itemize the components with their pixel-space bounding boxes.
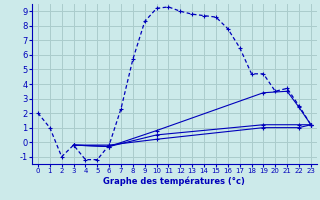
- X-axis label: Graphe des températures (°c): Graphe des températures (°c): [103, 177, 245, 186]
